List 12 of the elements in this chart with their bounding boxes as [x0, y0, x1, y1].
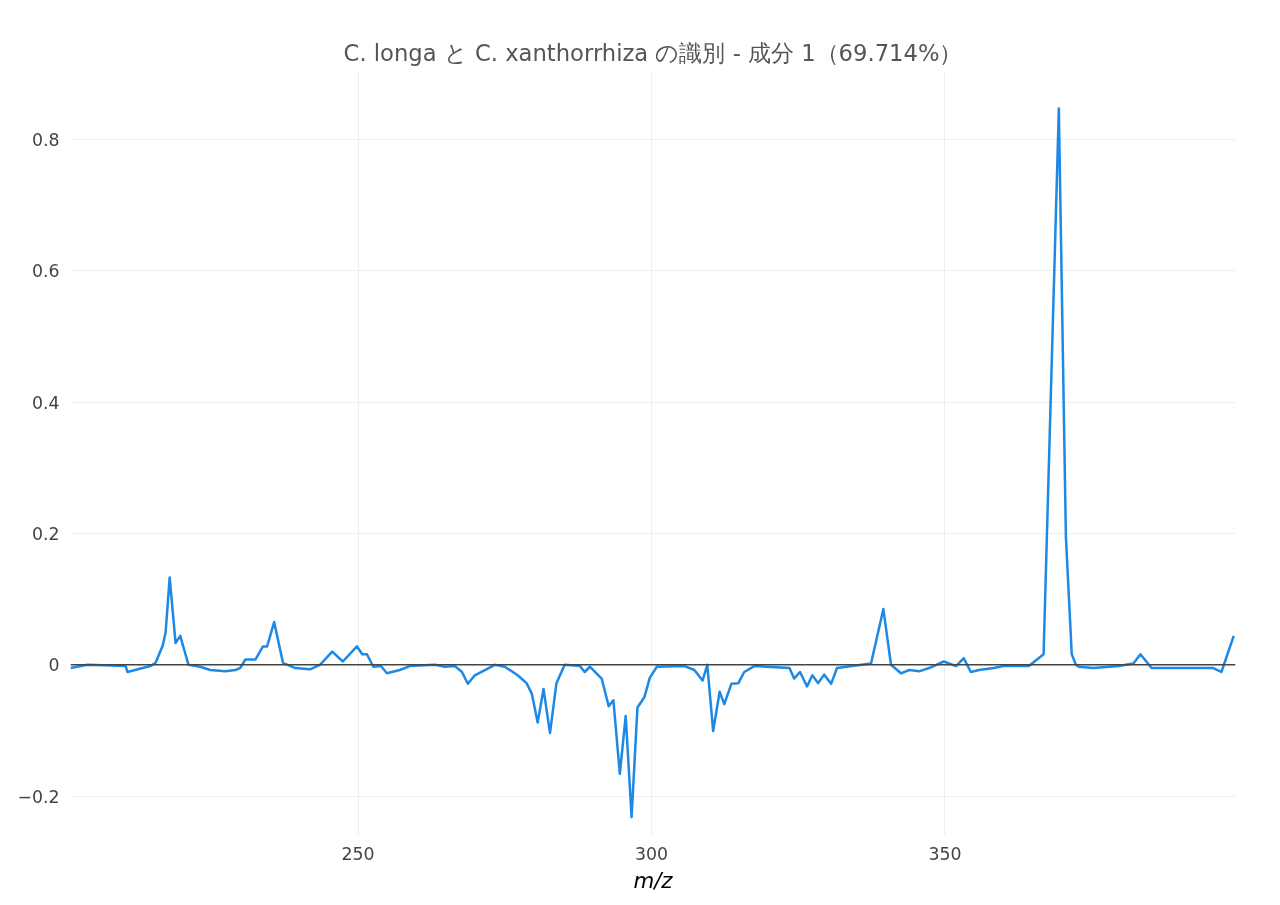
x-axis-title: m/z	[633, 867, 674, 893]
y-tick-label: 0	[48, 655, 60, 676]
x-tick-label: 250	[341, 843, 375, 864]
x-tick-label: 300	[635, 843, 669, 864]
line-series	[70, 107, 1235, 819]
y-tick-label: 0.2	[31, 523, 60, 544]
y-tick-label: 0.6	[31, 261, 60, 282]
y-tick-label: 0.4	[31, 392, 60, 413]
chart-title: C. longa と C. xanthorrhiza の識別 - 成分 1（69.714%）	[343, 39, 963, 66]
x-tick-label: 350	[928, 843, 962, 864]
y-tick-label: −0.2	[17, 786, 60, 807]
y-tick-label: 0.8	[31, 129, 60, 150]
